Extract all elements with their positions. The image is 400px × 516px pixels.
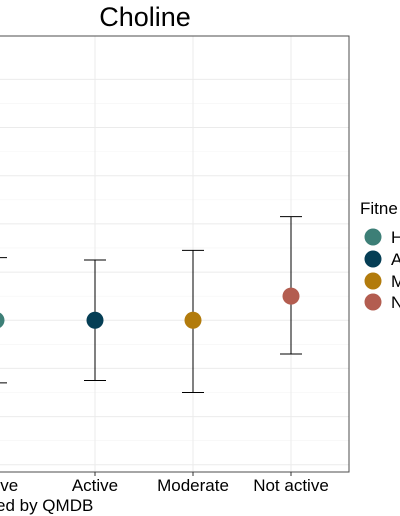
- legend-key-m: [364, 272, 382, 290]
- legend-entry: M: [364, 272, 400, 291]
- chart-title: Choline: [99, 2, 191, 32]
- x-tick-label: Active: [72, 476, 118, 495]
- grid: [0, 36, 349, 472]
- data-point-h: [0, 312, 5, 328]
- x-tick-label: active: [0, 476, 18, 495]
- legend-key-a: [364, 250, 382, 268]
- error-bar-n: [280, 216, 302, 355]
- legend-label: H: [391, 228, 400, 247]
- error-bar-h: [0, 257, 7, 384]
- legend-entry: N: [364, 293, 400, 312]
- x-tick-label: Moderate: [157, 476, 229, 495]
- x-axis-title: ed by QMDB: [0, 496, 93, 515]
- legend-label: M: [391, 272, 400, 291]
- legend-label: N: [391, 293, 400, 312]
- legend-key-h: [364, 228, 382, 246]
- legend-entry: A: [364, 250, 400, 269]
- legend-title: Fitne: [360, 199, 398, 218]
- x-axis-ticks: active Active Moderate Not active: [0, 472, 329, 495]
- legend-entry: H: [364, 228, 400, 247]
- data-point-n: [282, 287, 300, 305]
- data-points: [0, 287, 300, 329]
- data-point-a: [86, 311, 104, 329]
- data-point-m: [184, 311, 202, 329]
- error-bars: [0, 216, 302, 394]
- legend-key-n: [364, 293, 382, 311]
- plot-panel-border: [0, 35, 350, 473]
- legend-label: A: [391, 250, 400, 269]
- x-tick-label: Not active: [253, 476, 329, 495]
